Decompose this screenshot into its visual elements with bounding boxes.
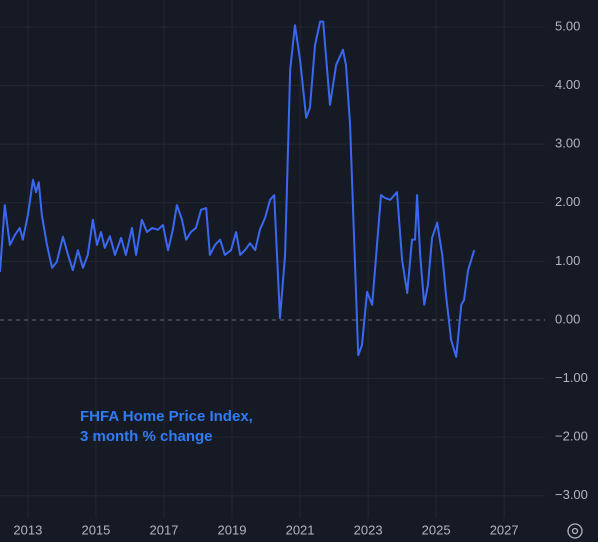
y-tick-label: 4.00 <box>555 77 580 92</box>
x-tick-label: 2015 <box>81 522 110 537</box>
x-tick-label: 2019 <box>218 522 247 537</box>
y-tick-label: −3.00 <box>555 487 588 502</box>
y-tick-label: 3.00 <box>555 136 580 151</box>
settings-icon[interactable] <box>567 523 583 539</box>
x-tick-label: 2025 <box>422 522 451 537</box>
y-tick-label: −2.00 <box>555 429 588 444</box>
x-tick-label: 2021 <box>286 522 315 537</box>
x-tick-label: 2013 <box>13 522 42 537</box>
annotation: FHFA Home Price Index, <box>80 408 253 425</box>
annotation: 3 month % change <box>80 428 213 445</box>
x-tick-label: 2017 <box>150 522 179 537</box>
plot <box>0 20 476 358</box>
x-tick-label: 2027 <box>490 522 519 537</box>
y-tick-label: 1.00 <box>555 253 580 268</box>
grid <box>0 0 545 518</box>
y-tick-label: 2.00 <box>555 194 580 209</box>
line-series <box>0 20 476 358</box>
y-tick-label: 0.00 <box>555 311 580 326</box>
x-tick-label: 2023 <box>354 522 383 537</box>
y-tick-label: 5.00 <box>555 18 580 33</box>
y-tick-label: −1.00 <box>555 370 588 385</box>
